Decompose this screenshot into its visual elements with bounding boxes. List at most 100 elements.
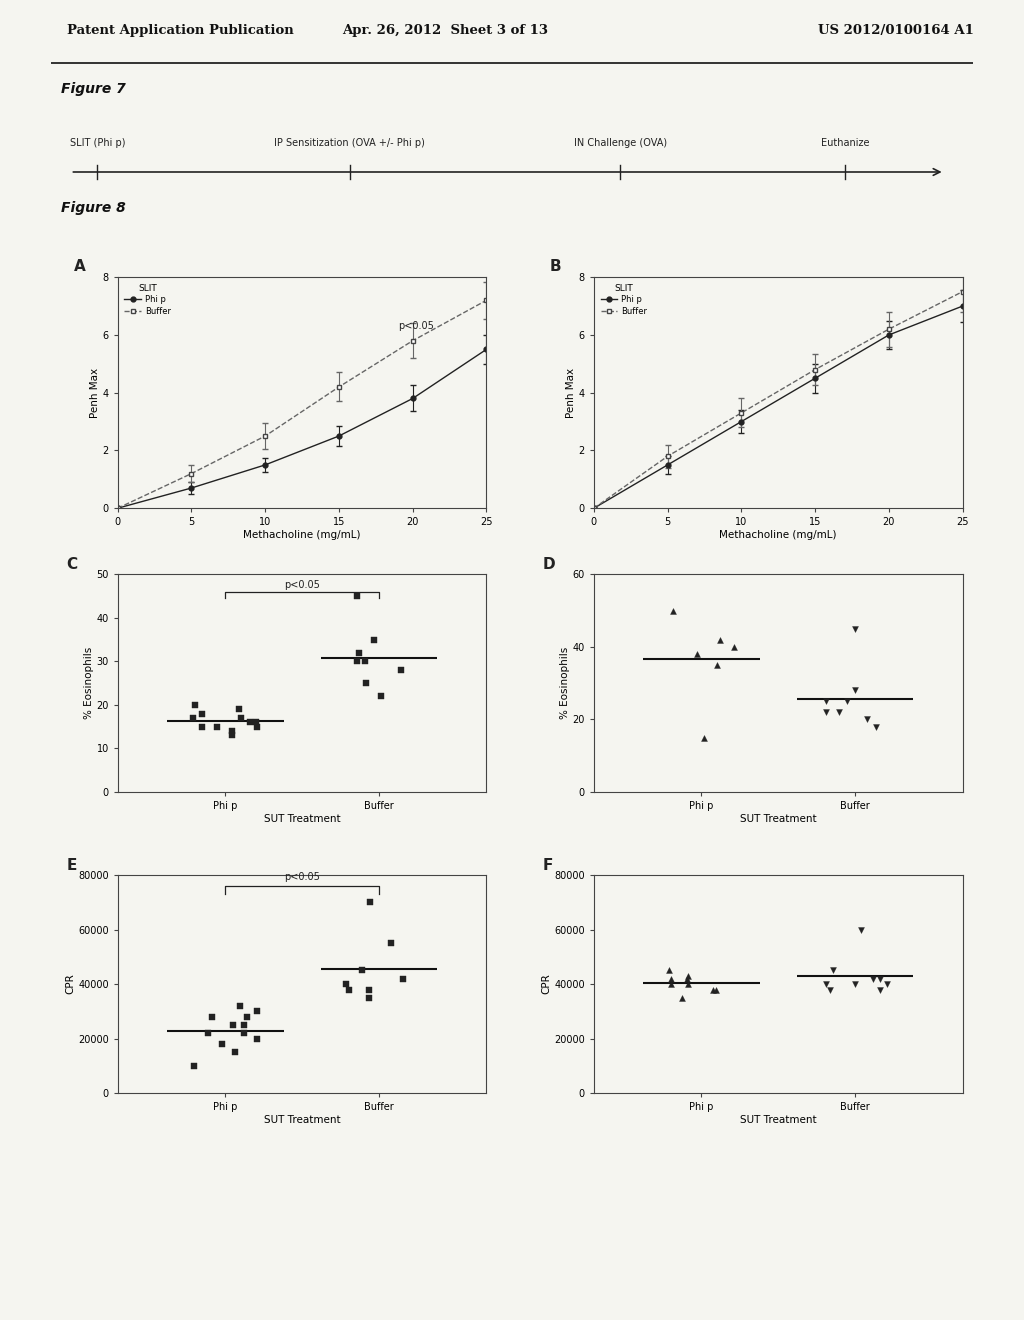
Text: C: C bbox=[67, 557, 77, 572]
Point bbox=[839, 690, 855, 711]
Point bbox=[362, 892, 379, 913]
Point bbox=[825, 960, 842, 981]
X-axis label: SUT Treatment: SUT Treatment bbox=[264, 1115, 340, 1125]
Text: IN Challenge (OVA): IN Challenge (OVA) bbox=[573, 139, 667, 148]
Point bbox=[209, 715, 225, 737]
Point bbox=[867, 715, 884, 737]
Text: Patent Application Publication: Patent Application Publication bbox=[67, 24, 293, 37]
Point bbox=[663, 974, 679, 995]
Text: B: B bbox=[550, 259, 561, 273]
Point bbox=[361, 979, 378, 1001]
Point bbox=[341, 979, 357, 1001]
Point bbox=[232, 995, 249, 1016]
Point bbox=[187, 694, 204, 715]
Point bbox=[338, 974, 354, 995]
Legend: Phi p, Buffer: Phi p, Buffer bbox=[122, 281, 174, 318]
Point bbox=[822, 979, 839, 1001]
Point bbox=[853, 919, 869, 940]
Point bbox=[224, 721, 241, 742]
Point bbox=[185, 1055, 202, 1076]
Point bbox=[373, 685, 389, 706]
Text: Euthanize: Euthanize bbox=[821, 139, 869, 148]
Text: IP Sensitization (OVA +/- Phi p): IP Sensitization (OVA +/- Phi p) bbox=[274, 139, 425, 148]
Point bbox=[367, 628, 383, 649]
Point bbox=[680, 974, 696, 995]
Point bbox=[818, 974, 835, 995]
Point bbox=[351, 642, 368, 663]
Point bbox=[349, 585, 366, 606]
Point bbox=[847, 974, 863, 995]
Text: US 2012/0100164 A1: US 2012/0100164 A1 bbox=[818, 24, 974, 37]
Text: p<0.05: p<0.05 bbox=[284, 581, 321, 590]
Point bbox=[239, 1006, 255, 1027]
Legend: Phi p, Buffer: Phi p, Buffer bbox=[598, 281, 650, 318]
Text: Apr. 26, 2012  Sheet 3 of 13: Apr. 26, 2012 Sheet 3 of 13 bbox=[342, 24, 549, 37]
Point bbox=[680, 965, 696, 986]
Point bbox=[249, 1028, 265, 1049]
Y-axis label: % Eosinophils: % Eosinophils bbox=[560, 647, 569, 719]
Point bbox=[194, 715, 210, 737]
Text: E: E bbox=[67, 858, 77, 873]
Point bbox=[236, 1014, 252, 1035]
Point bbox=[204, 1006, 220, 1027]
Point bbox=[871, 968, 888, 989]
Point bbox=[665, 599, 681, 622]
Point bbox=[871, 979, 888, 1001]
Point bbox=[864, 968, 881, 989]
X-axis label: SUT Treatment: SUT Treatment bbox=[740, 814, 816, 824]
Point bbox=[224, 1014, 241, 1035]
Point bbox=[726, 636, 742, 657]
Point bbox=[226, 1041, 243, 1063]
Y-axis label: Penh Max: Penh Max bbox=[90, 368, 99, 417]
Text: Figure 7: Figure 7 bbox=[61, 82, 126, 95]
Text: D: D bbox=[543, 557, 555, 572]
Point bbox=[249, 1001, 265, 1022]
X-axis label: Methacholine (mg/mL): Methacholine (mg/mL) bbox=[720, 531, 837, 540]
Point bbox=[242, 711, 258, 733]
Point bbox=[231, 698, 248, 719]
Point bbox=[356, 651, 373, 672]
Point bbox=[660, 960, 677, 981]
X-axis label: SUT Treatment: SUT Treatment bbox=[264, 814, 340, 824]
Point bbox=[818, 690, 835, 711]
Point bbox=[831, 702, 848, 723]
Y-axis label: CPR: CPR bbox=[542, 974, 551, 994]
Y-axis label: CPR: CPR bbox=[66, 974, 75, 994]
Point bbox=[709, 655, 725, 676]
Text: SLIT (Phi p): SLIT (Phi p) bbox=[70, 139, 125, 148]
Point bbox=[249, 715, 265, 737]
Point bbox=[360, 987, 377, 1008]
Point bbox=[232, 708, 249, 729]
Point bbox=[689, 643, 706, 664]
Point bbox=[248, 711, 264, 733]
Point bbox=[224, 725, 241, 746]
Text: A: A bbox=[74, 259, 85, 273]
Point bbox=[395, 968, 412, 989]
Text: p<0.05: p<0.05 bbox=[284, 873, 321, 882]
X-axis label: SUT Treatment: SUT Treatment bbox=[740, 1115, 816, 1125]
Point bbox=[354, 960, 371, 981]
Point bbox=[383, 933, 399, 954]
Point bbox=[712, 628, 728, 649]
Point bbox=[847, 618, 863, 639]
Point bbox=[705, 979, 721, 1001]
Text: p<0.05: p<0.05 bbox=[398, 321, 434, 331]
Point bbox=[847, 680, 863, 701]
Point bbox=[184, 708, 201, 729]
Point bbox=[879, 974, 895, 995]
Point bbox=[349, 651, 366, 672]
Point bbox=[674, 987, 690, 1008]
Point bbox=[357, 672, 374, 693]
Point bbox=[194, 704, 210, 725]
Point bbox=[214, 1034, 230, 1055]
Point bbox=[817, 702, 834, 723]
Point bbox=[236, 1023, 252, 1044]
Point bbox=[709, 979, 725, 1001]
Point bbox=[859, 709, 876, 730]
Text: F: F bbox=[543, 858, 553, 873]
Point bbox=[200, 1023, 216, 1044]
Y-axis label: Penh Max: Penh Max bbox=[566, 368, 575, 417]
Point bbox=[393, 660, 410, 681]
Y-axis label: % Eosinophils: % Eosinophils bbox=[84, 647, 93, 719]
Point bbox=[679, 968, 695, 989]
